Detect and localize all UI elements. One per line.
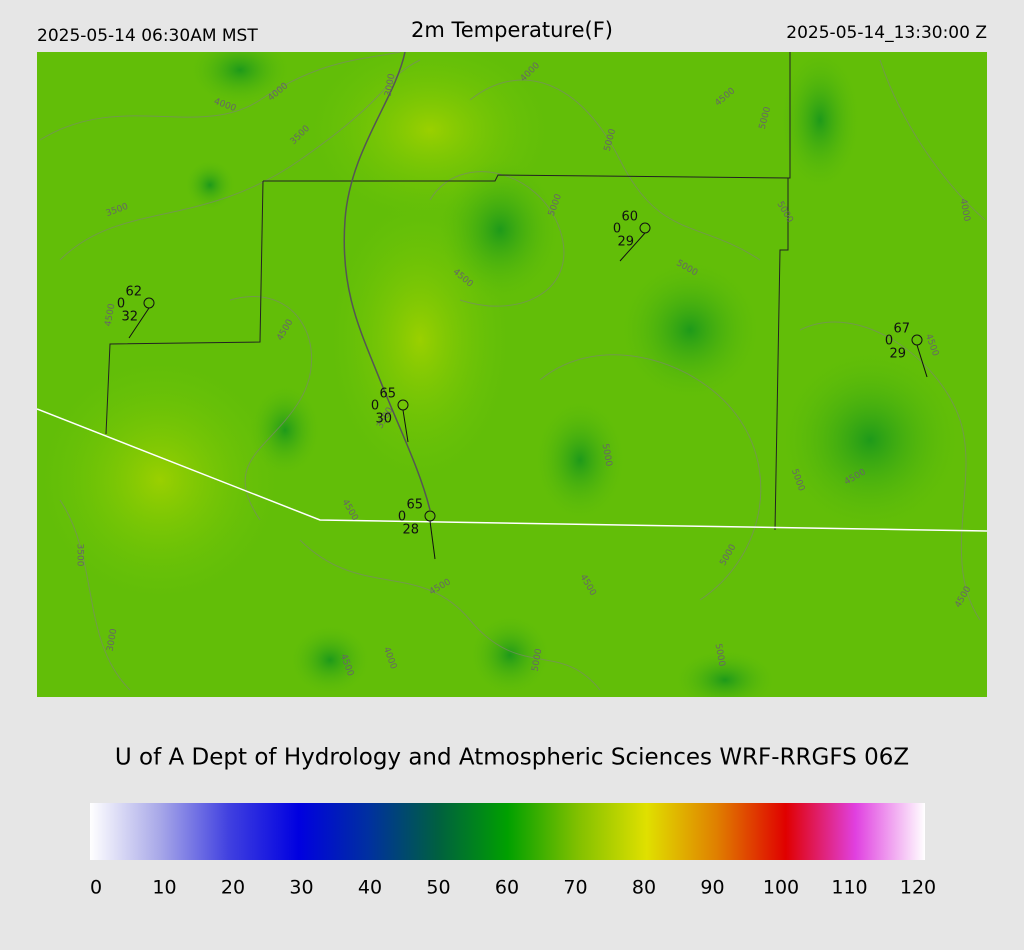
colorbar-tick-label: 0 [90,877,102,899]
cool-area [675,650,775,697]
cool-area [780,52,860,190]
colorbar-tick-label: 30 [289,877,313,899]
valid-utc-time: 2025-05-14_13:30:00 Z [786,23,987,43]
footer-credit: U of A Dept of Hydrology and Atmospheric… [115,745,909,771]
colorbar-tick-label: 10 [152,877,176,899]
river [343,52,431,511]
station-dewpoint: 29 [889,347,906,362]
contour-label: 3500 [75,544,85,567]
cool-area [440,160,560,300]
station-temperature: 60 [621,210,638,225]
station-dewpoint: 32 [121,310,138,325]
station-temperature: 62 [125,285,142,300]
wind-barb [916,344,928,378]
contour-label: 3000 [106,628,120,653]
county-boundary [105,52,791,531]
colorbar-tick-label: 50 [426,877,450,899]
warm-area [40,360,280,600]
wind-barb [619,232,646,262]
colorbar-tick-label: 70 [563,877,587,899]
terrain-contours [39,52,986,691]
station-cloud: 0 [613,222,621,237]
contour-label: 4500 [104,303,118,328]
colorbar-tick-label: 80 [632,877,656,899]
colorbar-tick-label: 60 [495,877,519,899]
station-cloud: 0 [117,297,125,312]
contour-label: 4000 [958,198,972,223]
colorbar-tick-label: 120 [900,877,936,899]
cool-area [620,260,760,400]
wind-barb [128,307,150,339]
colorbar-tick-label: 110 [831,877,867,899]
cool-area [250,385,320,475]
cool-area [780,350,960,530]
contour-label: 3000 [384,73,398,98]
colorbar-tick-label: 20 [221,877,245,899]
station-cloud: 0 [371,399,379,414]
cool-area [470,615,550,695]
contour-label: 5000 [531,648,545,673]
station-dewpoint: 28 [402,523,419,538]
colorbar-tick-label: 90 [700,877,724,899]
wind-barb [429,520,436,560]
cool-area [185,160,235,210]
cool-area [535,400,625,520]
wind-barb [402,409,409,443]
station-dewpoint: 29 [617,235,634,250]
station-temperature: 67 [893,322,910,337]
station-dewpoint: 30 [375,412,392,427]
cool-area [190,52,290,105]
station-cloud: 0 [398,510,406,525]
contour-label: 5000 [600,443,614,468]
map-title: 2m Temperature(F) [411,18,613,42]
valid-local-time: 2025-05-14 06:30AM MST [37,26,258,46]
contour-label: 5000 [713,643,727,668]
station-temperature: 65 [406,498,423,513]
state-boundary [37,408,987,532]
colorbar-tick-label: 40 [358,877,382,899]
station-cloud: 0 [885,334,893,349]
colorbar-tick-label: 100 [763,877,799,899]
station-temperature: 65 [379,387,396,402]
cool-area [290,625,370,695]
colorbar [90,803,925,860]
